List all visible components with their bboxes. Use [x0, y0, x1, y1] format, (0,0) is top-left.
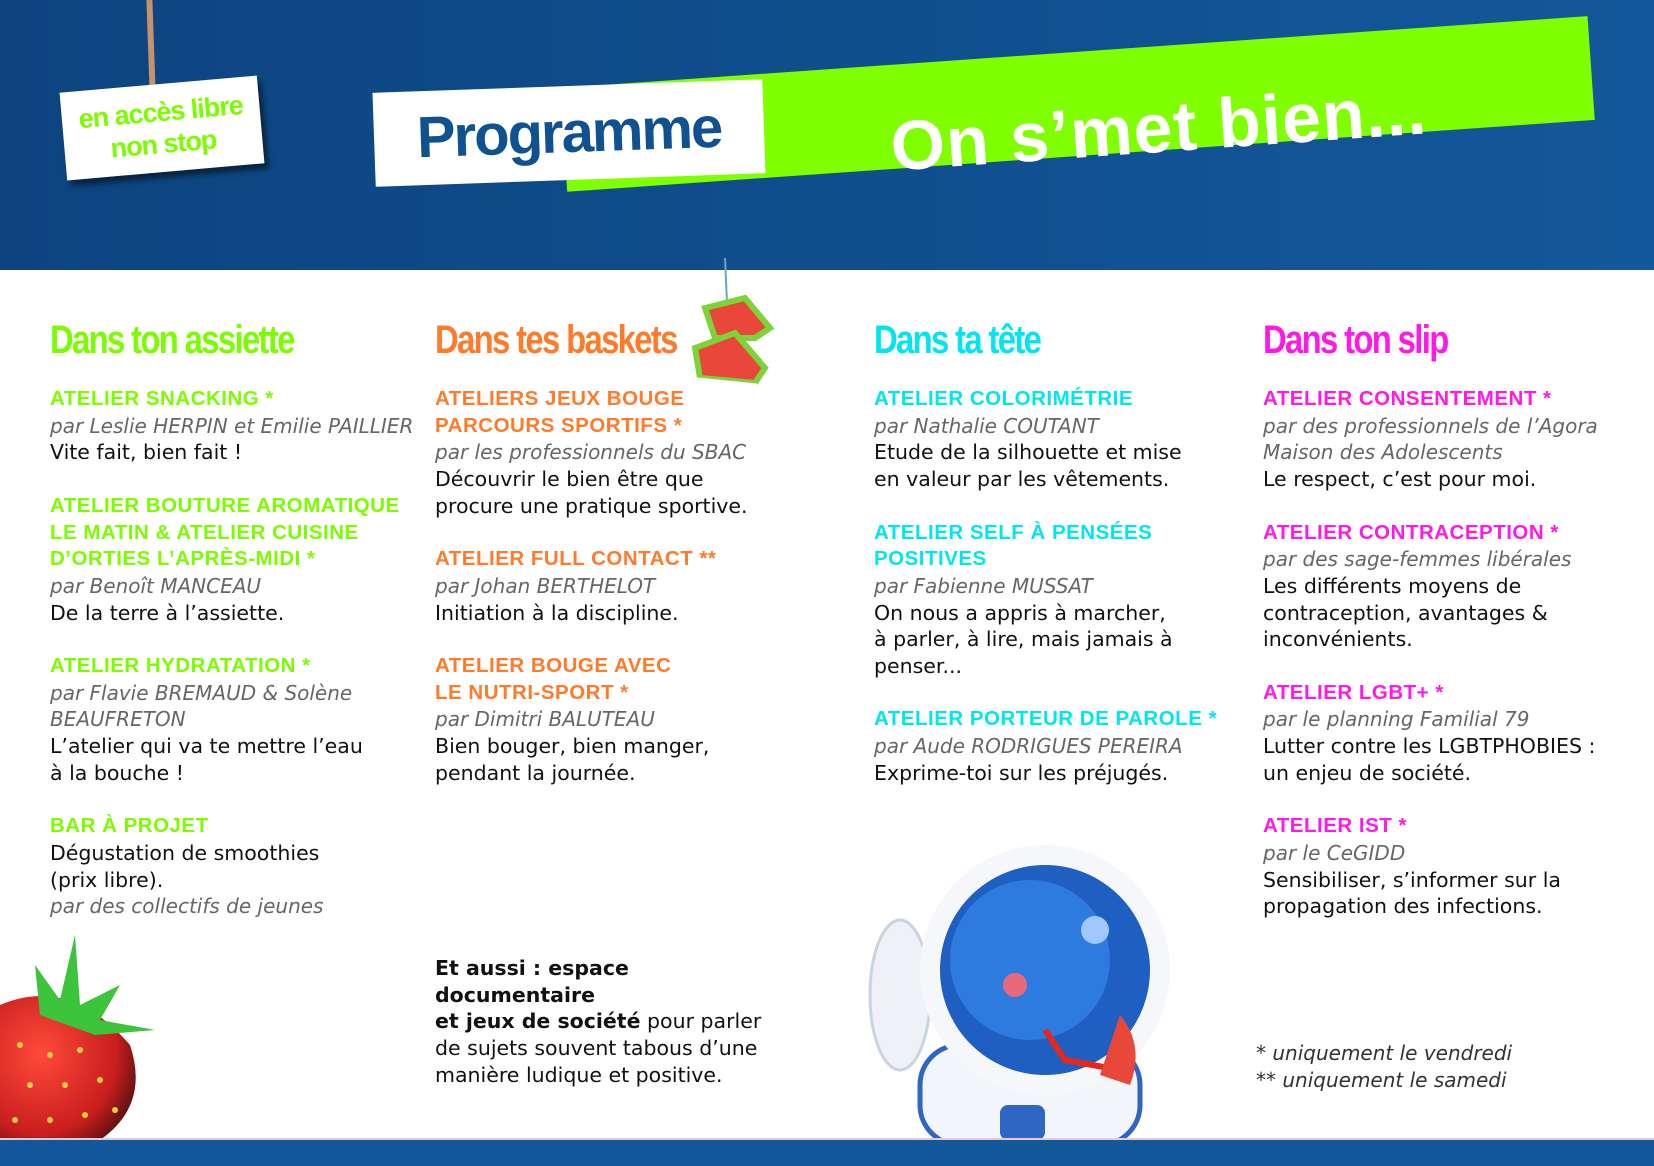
workshop-host: par les professionnels du SBAC [435, 440, 747, 465]
workshop-desc: Le respect, c’est pour moi. [1263, 467, 1537, 492]
footnotes: * uniquement le vendredi ** uniquement l… [1256, 1041, 1513, 1092]
column-assiette: Dans ton assiette ATELIER SNACKING * par … [50, 316, 420, 947]
workshop-title: ATELIER BOUTURE AROMATIQUE LE MATIN & AT… [50, 493, 400, 571]
column-heading: Dans ton slip [1263, 318, 1449, 362]
workshop-title: ATELIER CONSENTEMENT * [1263, 387, 1552, 410]
workshop-desc: Sensibiliser, s’informer sur la propagat… [1263, 867, 1561, 919]
programme-label: Programme [372, 79, 766, 187]
workshop-title: ATELIER IST * [1263, 814, 1407, 838]
workshop-host: par Flavie BREMAUD & Solène BEAUFRETON [50, 680, 353, 732]
workshop-desc: On nous a appris à marcher, à parler, à … [874, 600, 1173, 679]
workshop-host: par des sage-femmes libérales [1263, 547, 1572, 572]
workshop-item: BAR À PROJET Dégustation de smoothies (pr… [50, 813, 420, 920]
column-slip: Dans ton slip ATELIER CONSENTEMENT * par … [1263, 316, 1633, 947]
workshop-item: ATELIER IST * par le CeGIDD Sensibiliser, … [1263, 813, 1633, 920]
sneakers-icon [691, 258, 775, 389]
workshop-desc: Bien bouger, bien manger, pendant la jou… [435, 734, 710, 785]
workshop-item: ATELIER CONSENTEMENT * par des profession… [1263, 386, 1633, 493]
column-baskets: Dans tes baskets ATELIERS JEUX BOUGE PAR… [435, 316, 805, 813]
workshop-host: par Fabienne MUSSAT [874, 573, 1093, 598]
workshop-item: ATELIER FULL CONTACT ** par Johan BERTHEL… [435, 546, 805, 626]
column-heading: Dans tes baskets [435, 318, 678, 362]
workshop-item: ATELIER HYDRATATION * par Flavie BREMAUD … [50, 653, 420, 787]
workshop-item: ATELIER COLORIMÉTRIE par Nathalie COUTANT… [874, 386, 1244, 493]
workshop-title: ATELIER SELF À PENSÉES POSITIVES [874, 520, 1153, 571]
workshop-desc: Exprime-toi sur les préjugés. [874, 760, 1169, 785]
workshop-host: par Johan BERTHELOT [435, 573, 656, 598]
astronaut-icon [868, 845, 1170, 1140]
workshop-title: ATELIER COLORIMÉTRIE [874, 387, 1134, 410]
also-note: Et aussi : espace documentaire et jeux d… [435, 955, 795, 1089]
workshop-title: ATELIER FULL CONTACT ** [435, 547, 717, 571]
workshop-item: ATELIER SNACKING * par Leslie HERPIN et E… [50, 386, 420, 466]
workshop-desc: Lutter contre les LGBTPHOBIES : un enjeu… [1263, 734, 1596, 785]
also-text: de sujets souvent tabous d’une [435, 1036, 758, 1061]
workshop-item: ATELIER LGBT+ * par le planning Familial … [1263, 680, 1633, 787]
workshop-title: ATELIER BOUGE AVEC LE NUTRI-SPORT * [435, 654, 672, 704]
workshop-desc: Découvrir le bien être que procure une p… [435, 467, 748, 518]
workshop-title: ATELIERS JEUX BOUGE PARCOURS SPORTIFS * [435, 387, 685, 437]
workshop-host: par Leslie HERPIN et Emilie PAILLIER [50, 413, 414, 438]
workshop-host: par Nathalie COUTANT [874, 413, 1099, 438]
workshop-host: par des professionnels de l’Agora Maison… [1263, 413, 1598, 465]
workshop-desc: Vite fait, bien fait ! [50, 440, 243, 465]
workshop-host: par Benoît MANCEAU [50, 573, 262, 598]
workshop-title: ATELIER CONTRACEPTION * [1263, 520, 1559, 544]
workshop-host: par Dimitri BALUTEAU [435, 707, 655, 732]
workshop-desc: Initiation à la discipline. [435, 600, 679, 625]
workshop-host: par des collectifs de jeunes [50, 894, 324, 919]
workshop-title: ATELIER LGBT+ * [1263, 680, 1444, 704]
workshop-host: par Aude RODRIGUES PEREIRA [874, 734, 1183, 759]
workshop-title: ATELIER PORTEUR DE PAROLE * [874, 707, 1218, 731]
workshop-item: ATELIER BOUGE AVEC LE NUTRI-SPORT * par D… [435, 653, 805, 787]
footer-band [0, 1138, 1654, 1166]
workshop-item: ATELIER BOUTURE AROMATIQUE LE MATIN & AT… [50, 493, 420, 627]
workshop-host: par le CeGIDD [1263, 840, 1406, 865]
workshop-title: ATELIER HYDRATATION * [50, 654, 311, 677]
workshop-desc: Les différents moyens de contraception, … [1263, 573, 1548, 652]
also-bold: et jeux de société [435, 1009, 641, 1034]
strawberry-icon [0, 935, 155, 1140]
column-heading: Dans ta tête [874, 318, 1042, 362]
workshop-item: ATELIERS JEUX BOUGE PARCOURS SPORTIFS * p… [435, 386, 805, 520]
column-tete: Dans ta tête ATELIER COLORIMÉTRIE par Nat… [874, 316, 1244, 813]
workshop-host: par le planning Familial 79 [1263, 707, 1530, 732]
workshop-desc: Etude de la silhouette et mise en valeur… [874, 440, 1182, 492]
workshop-title: ATELIER SNACKING * [50, 387, 274, 410]
workshop-desc: Dégustation de smoothies (prix libre). [50, 840, 320, 892]
workshop-item: ATELIER SELF À PENSÉES POSITIVES par Fabi… [874, 520, 1244, 680]
also-text: manière ludique et positive. [435, 1062, 723, 1087]
workshop-desc: De la terre à l’assiette. [50, 600, 285, 625]
workshop-title: BAR À PROJET [50, 814, 209, 838]
column-heading: Dans ton assiette [50, 318, 295, 362]
workshop-desc: L’atelier qui va te mettre l’eau à la bo… [50, 734, 363, 785]
also-text: pour parler [640, 1009, 762, 1034]
also-bold: Et aussi : espace documentaire [435, 956, 629, 1007]
workshop-item: ATELIER CONTRACEPTION * par des sage-femm… [1263, 520, 1633, 654]
open-access-tag: en accès libre non stop [59, 75, 265, 181]
workshop-item: ATELIER PORTEUR DE PAROLE * par Aude RODR… [874, 706, 1244, 786]
